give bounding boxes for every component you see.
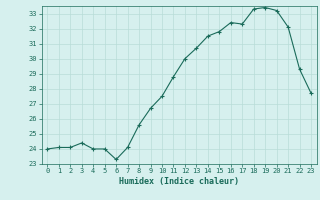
X-axis label: Humidex (Indice chaleur): Humidex (Indice chaleur) xyxy=(119,177,239,186)
